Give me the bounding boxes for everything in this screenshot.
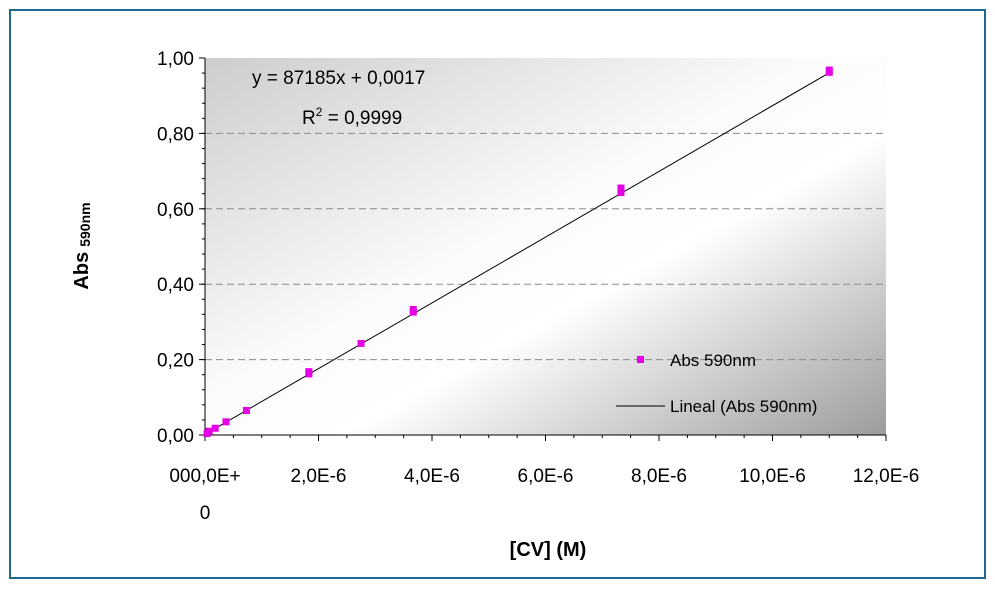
x-tick-label: 8,0E-6 <box>631 466 687 487</box>
y-tick-label: 0,80 <box>157 124 194 145</box>
data-point <box>825 66 833 74</box>
x-tick-label: 10,0E-6 <box>739 466 806 487</box>
x-tick-label: 12,0E-6 <box>853 466 920 487</box>
plot-area <box>205 58 886 435</box>
legend-series-label: Abs 590nm <box>670 351 756 370</box>
y-tick-label: 0,20 <box>157 351 194 372</box>
y-tick-label: 0,40 <box>157 275 194 296</box>
x-tick-label: 6,0E-6 <box>518 466 574 487</box>
y-tick-label: 0,60 <box>157 200 194 221</box>
grid-lines <box>205 132 886 361</box>
x-tick-label: 000,0E+ <box>169 466 240 487</box>
data-point <box>617 184 625 192</box>
y-axis-ticks: 0,00 0,20 0,40 0,60 0,80 1,00 <box>157 49 205 447</box>
data-points <box>203 66 833 437</box>
data-point <box>222 418 230 426</box>
x-tick-label-wrap: 0 <box>200 503 211 524</box>
x-axis-title: [CV] (M) <box>510 539 587 561</box>
r-squared-label: R2 = 0,9999 <box>302 105 402 129</box>
y-axis-title: Abs590nm <box>71 202 93 289</box>
data-point <box>242 406 250 414</box>
data-point <box>617 189 625 197</box>
x-axis-ticks: 000,0E+ 2,0E-6 4,0E-6 6,0E-6 8,0E-6 10,0E-6 12… <box>169 435 919 524</box>
equation-label: y = 87185x + 0,0017 <box>252 68 425 89</box>
x-tick-label: 2,0E-6 <box>291 466 347 487</box>
x-tick-label: 4,0E-6 <box>404 466 460 487</box>
data-point <box>305 368 313 376</box>
legend-marker <box>637 356 644 363</box>
data-point <box>205 427 213 435</box>
data-point <box>211 424 219 432</box>
y-tick-label: 1,00 <box>157 49 194 70</box>
legend-trendline-label: Lineal (Abs 590nm) <box>670 397 817 416</box>
y-tick-label: 0,00 <box>157 426 194 447</box>
data-point <box>409 305 417 313</box>
legend: Abs 590nm Lineal (Abs 590nm) <box>616 351 817 416</box>
data-point <box>357 339 365 347</box>
